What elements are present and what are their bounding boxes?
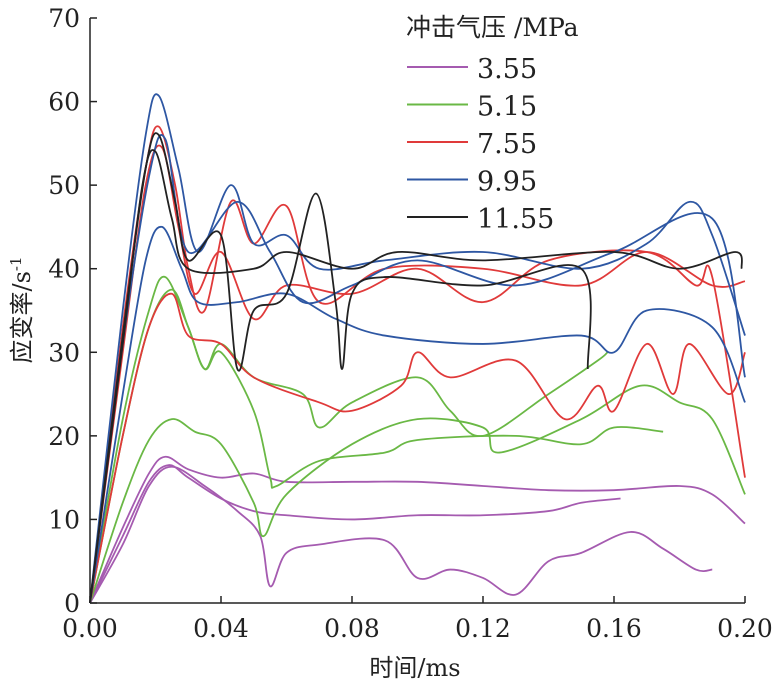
series-5.15-curve-2	[89, 288, 664, 604]
ticks-layer: 0.00 0.04 0.08 0.12 0.16 0.20 0 10 20 30 40 50 60 70	[48, 4, 773, 643]
x-axis-label: 时间/ms	[369, 654, 460, 682]
series-9.95-curve-1	[89, 93, 746, 604]
y-tick-label: 50	[48, 171, 80, 200]
x-tick-label: 0.12	[455, 614, 511, 643]
y-axis-label-text: 应变率/s	[8, 271, 36, 363]
y-axis-label: 应变率/s-1	[7, 256, 36, 363]
y-tick-label: 20	[48, 422, 80, 451]
x-tick-label: 0.16	[586, 614, 642, 643]
legend-label: 5.15	[477, 92, 537, 123]
y-axis-label-superscript: -1	[7, 256, 25, 271]
y-tick-label: 60	[48, 88, 80, 117]
y-tick-label: 40	[48, 255, 80, 284]
x-tick-label: 0.00	[62, 614, 118, 643]
x-tick-label: 0.20	[717, 614, 773, 643]
series-9.95-curve-3	[89, 225, 746, 604]
series-7.55-curve-3	[89, 292, 746, 604]
legend-title: 冲击气压 /MPa	[406, 13, 579, 42]
series-5.15-curve-3	[89, 384, 746, 604]
y-tick-label: 70	[48, 4, 80, 33]
y-tick-label: 10	[48, 505, 80, 534]
series-3.55-curve-2	[89, 464, 621, 604]
series-7.55-curve-1	[89, 125, 746, 604]
legend-label: 7.55	[477, 129, 537, 160]
legend-label: 11.55	[477, 204, 554, 235]
x-tick-label: 0.04	[193, 614, 249, 643]
y-tick-label: 30	[48, 338, 80, 367]
series-3.55-curve-1	[89, 455, 746, 604]
legend: 3.55 5.15 7.55 9.95 11.55	[407, 54, 554, 235]
legend-label: 9.95	[477, 167, 537, 198]
series-11.55-curve-2	[89, 149, 743, 604]
x-tick-label: 0.08	[324, 614, 380, 643]
series-5.15-curve-1	[89, 275, 609, 604]
legend-label: 3.55	[477, 54, 537, 85]
series-9.95-curve-2	[89, 134, 746, 604]
curves-layer	[89, 93, 746, 604]
series-7.55-curve-2	[89, 144, 746, 604]
series-3.55-curve-3	[89, 465, 713, 604]
y-tick-label: 0	[64, 589, 80, 618]
